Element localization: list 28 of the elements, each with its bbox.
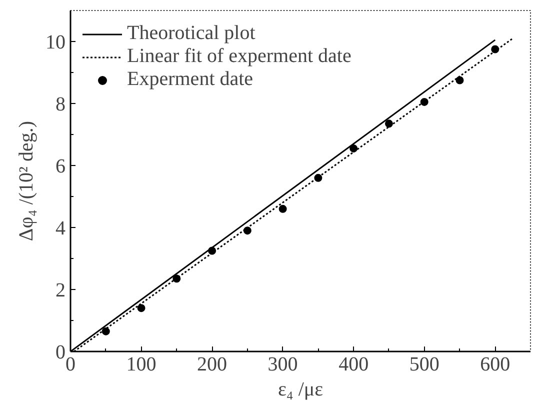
point — [208, 246, 216, 255]
y-tick-label: 10 — [46, 32, 66, 54]
x-tick-label: 100 — [126, 354, 156, 376]
legend-label: Theorotical plot — [127, 22, 256, 45]
legend-label: Experment date — [127, 68, 254, 91]
y-tick-label: 2 — [56, 280, 66, 302]
y-tick-label: 8 — [56, 94, 66, 116]
point — [384, 120, 393, 128]
y-tick-label: 4 — [56, 218, 66, 240]
point — [278, 204, 287, 213]
point — [491, 45, 500, 54]
point — [350, 144, 358, 152]
x-axis-title: ε₄ /με — [278, 378, 324, 400]
point — [456, 76, 464, 84]
point — [137, 304, 146, 312]
x-tick-label: 400 — [338, 354, 369, 376]
y-tick-label: 6 — [56, 156, 66, 178]
y-axis-title: Δφ₄ /(10² deg.) — [16, 120, 38, 242]
point — [314, 174, 322, 182]
point — [420, 98, 428, 106]
legend-label: Linear fit of experment date — [127, 45, 352, 68]
x-tick-label: 200 — [197, 354, 228, 376]
point — [172, 274, 181, 283]
x-tick-label: 500 — [409, 354, 440, 376]
x-tick-label: 300 — [268, 354, 298, 376]
point — [102, 327, 110, 336]
x-tick-label: 600 — [480, 354, 510, 376]
point — [243, 226, 252, 235]
